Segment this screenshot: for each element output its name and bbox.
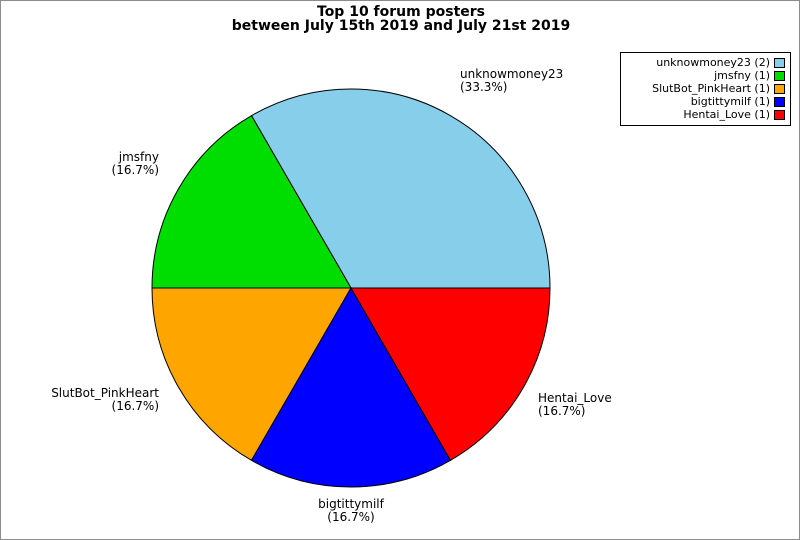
pie-slice-Hentai_Love (350, 287, 551, 462)
slice-label-percent: (16.7%) (538, 403, 586, 418)
slice-label-unknowmoney23: unknowmoney23 (33.3%) (460, 68, 563, 93)
chart-title: Top 10 forum posters between July 15th 2… (1, 4, 799, 34)
legend-label: unknowmoney23 (2) (656, 56, 770, 69)
legend: unknowmoney23 (2) jmsfny (1) SlutBot_Pin… (620, 52, 791, 126)
pie-slice-unknowmoney23 (250, 88, 551, 289)
legend-row: SlutBot_PinkHeart (1) (625, 82, 785, 95)
legend-swatch-slutbot-pinkheart (774, 83, 785, 94)
legend-label: bigtittymilf (1) (690, 95, 770, 108)
slice-label-jmsfny: jmsfny (16.7%) (112, 151, 159, 176)
pie-slice-bigtittymilf (250, 286, 452, 488)
legend-row: jmsfny (1) (625, 69, 785, 82)
legend-row: unknowmoney23 (2) (625, 56, 785, 69)
chart-title-line2: between July 15th 2019 and July 21st 201… (231, 18, 571, 34)
legend-swatch-bigtittymilf (774, 96, 785, 107)
slice-label-percent: (33.3%) (460, 79, 508, 94)
slice-label-percent: (16.7%) (111, 398, 159, 413)
pie-slice-jmsfny (151, 114, 352, 289)
slice-label-percent: (16.7%) (327, 509, 375, 524)
slice-label-name: unknowmoney23 (460, 67, 564, 81)
legend-label: SlutBot_PinkHeart (1) (652, 82, 770, 95)
slice-label-name: Hentai_Love (538, 391, 612, 405)
slice-label-name: SlutBot_PinkHeart (51, 386, 159, 400)
slice-label-percent: (16.7%) (111, 162, 159, 177)
legend-label: Hentai_Love (1) (683, 108, 770, 121)
slice-label-bigtittymilf: bigtittymilf (16.7%) (318, 498, 384, 523)
legend-swatch-jmsfny (774, 70, 785, 81)
pie-slice-SlutBot_PinkHeart (151, 287, 352, 462)
chart-title-line1: Top 10 forum posters (317, 4, 485, 20)
legend-label: jmsfny (1) (714, 69, 770, 82)
slice-label-hentai-love: Hentai_Love (16.7%) (538, 392, 612, 417)
slice-label-slutbot-pinkheart: SlutBot_PinkHeart (16.7%) (51, 387, 159, 412)
legend-row: Hentai_Love (1) (625, 108, 785, 121)
slice-label-name: bigtittymilf (318, 497, 384, 511)
legend-swatch-unknowmoney23 (774, 57, 785, 68)
slice-label-name: jmsfny (118, 150, 159, 164)
legend-row: bigtittymilf (1) (625, 95, 785, 108)
legend-swatch-hentai-love (774, 109, 785, 120)
